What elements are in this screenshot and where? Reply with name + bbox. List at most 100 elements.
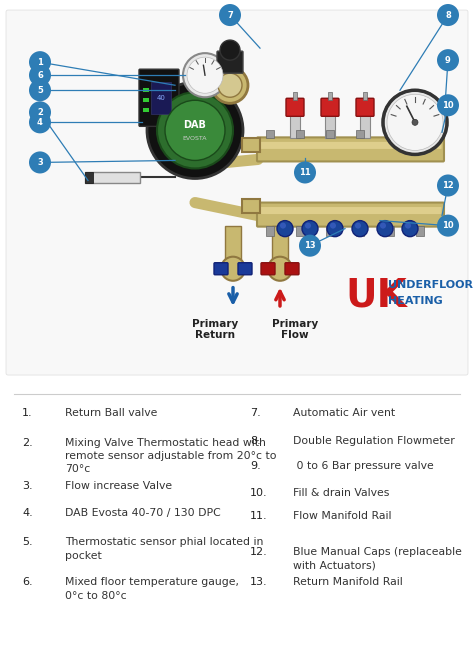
Text: Mixed floor temperature gauge,
0°c to 80°c: Mixed floor temperature gauge, 0°c to 80… bbox=[65, 577, 239, 600]
Text: 12: 12 bbox=[442, 181, 454, 190]
Circle shape bbox=[29, 65, 51, 86]
Circle shape bbox=[183, 53, 227, 97]
Text: 3: 3 bbox=[37, 158, 43, 167]
FancyBboxPatch shape bbox=[257, 138, 444, 162]
Circle shape bbox=[221, 257, 245, 281]
FancyBboxPatch shape bbox=[356, 98, 374, 116]
Circle shape bbox=[187, 57, 223, 93]
Text: 2.: 2. bbox=[22, 438, 33, 448]
Circle shape bbox=[412, 119, 418, 125]
Circle shape bbox=[29, 51, 51, 73]
Text: 11.: 11. bbox=[250, 511, 268, 521]
FancyBboxPatch shape bbox=[217, 51, 243, 73]
Text: HEATING: HEATING bbox=[388, 296, 443, 306]
Bar bbox=[326, 225, 334, 235]
Circle shape bbox=[29, 111, 51, 134]
Text: Return Manifold Rail: Return Manifold Rail bbox=[293, 577, 403, 587]
Text: 12.: 12. bbox=[250, 547, 268, 557]
Text: 11: 11 bbox=[299, 168, 311, 177]
Text: 10: 10 bbox=[442, 101, 454, 110]
Text: Primary
Return: Primary Return bbox=[192, 319, 238, 340]
Text: 10: 10 bbox=[442, 221, 454, 230]
Text: 9.: 9. bbox=[250, 461, 261, 471]
Text: 3.: 3. bbox=[22, 481, 33, 491]
Text: Mixing Valve Thermostatic head with
remote sensor adjustable from 20°c to
70°c: Mixing Valve Thermostatic head with remo… bbox=[65, 438, 276, 474]
Circle shape bbox=[220, 40, 240, 60]
Bar bbox=[296, 225, 304, 235]
Bar bbox=[386, 130, 394, 138]
Text: Thermostatic sensor phial located in
pocket: Thermostatic sensor phial located in poc… bbox=[65, 537, 264, 561]
FancyBboxPatch shape bbox=[259, 142, 441, 149]
Circle shape bbox=[437, 94, 459, 116]
Text: Primary
Flow: Primary Flow bbox=[272, 319, 318, 340]
Text: Flow Manifold Rail: Flow Manifold Rail bbox=[293, 511, 392, 521]
Bar bbox=[296, 130, 304, 138]
Circle shape bbox=[29, 79, 51, 101]
Text: UNDERFLOOR: UNDERFLOOR bbox=[388, 280, 473, 290]
Text: 1: 1 bbox=[37, 58, 43, 66]
Circle shape bbox=[437, 174, 459, 197]
Circle shape bbox=[305, 223, 311, 229]
Bar bbox=[290, 110, 300, 138]
Text: Return Ball valve: Return Ball valve bbox=[65, 408, 157, 418]
Text: 8: 8 bbox=[445, 11, 451, 19]
Bar bbox=[266, 130, 274, 138]
Bar bbox=[151, 82, 171, 114]
FancyBboxPatch shape bbox=[6, 10, 468, 375]
Circle shape bbox=[157, 92, 233, 168]
Text: 13.: 13. bbox=[250, 577, 268, 587]
Bar bbox=[356, 225, 364, 235]
Circle shape bbox=[280, 223, 286, 229]
FancyBboxPatch shape bbox=[261, 263, 275, 275]
Bar bbox=[85, 172, 140, 182]
Bar bbox=[143, 88, 149, 92]
Text: 6: 6 bbox=[37, 70, 43, 80]
Text: 4: 4 bbox=[37, 118, 43, 127]
Bar bbox=[266, 225, 274, 235]
FancyBboxPatch shape bbox=[214, 263, 228, 275]
Text: Flow increase Valve: Flow increase Valve bbox=[65, 481, 172, 491]
FancyBboxPatch shape bbox=[321, 98, 339, 116]
Text: 5.: 5. bbox=[22, 537, 33, 547]
Text: 6.: 6. bbox=[22, 577, 33, 587]
Bar bbox=[242, 138, 260, 152]
Text: 5: 5 bbox=[37, 86, 43, 94]
Text: Blue Manual Caps (replaceable
with Actuators): Blue Manual Caps (replaceable with Actua… bbox=[293, 547, 462, 571]
Circle shape bbox=[330, 223, 336, 229]
Circle shape bbox=[268, 257, 292, 281]
Bar bbox=[416, 130, 424, 138]
Circle shape bbox=[377, 221, 393, 237]
Text: 40: 40 bbox=[156, 95, 165, 101]
Bar bbox=[293, 92, 297, 100]
Text: EVOSTA: EVOSTA bbox=[183, 136, 207, 141]
Circle shape bbox=[437, 215, 459, 237]
Text: Automatic Air vent: Automatic Air vent bbox=[293, 408, 395, 418]
Circle shape bbox=[29, 152, 51, 174]
FancyBboxPatch shape bbox=[257, 203, 444, 227]
Bar bbox=[356, 130, 364, 138]
Text: 4.: 4. bbox=[22, 507, 33, 517]
Circle shape bbox=[355, 223, 361, 229]
Circle shape bbox=[212, 67, 248, 103]
Text: 9: 9 bbox=[445, 56, 451, 65]
Bar bbox=[416, 225, 424, 235]
Text: Double Regulation Flowmeter: Double Regulation Flowmeter bbox=[293, 436, 455, 446]
Circle shape bbox=[302, 221, 318, 237]
Text: 2: 2 bbox=[37, 108, 43, 117]
Circle shape bbox=[437, 49, 459, 71]
FancyBboxPatch shape bbox=[139, 69, 179, 126]
Bar bbox=[360, 110, 370, 138]
Text: 8.: 8. bbox=[250, 436, 261, 446]
Text: 0 to 6 Bar pressure valve: 0 to 6 Bar pressure valve bbox=[293, 461, 434, 471]
Bar bbox=[85, 172, 93, 182]
Circle shape bbox=[402, 221, 418, 237]
FancyBboxPatch shape bbox=[238, 263, 252, 275]
Circle shape bbox=[277, 221, 293, 237]
Circle shape bbox=[147, 82, 243, 178]
Text: DAB Evosta 40-70 / 130 DPC: DAB Evosta 40-70 / 130 DPC bbox=[65, 507, 221, 517]
Bar bbox=[328, 92, 332, 100]
Text: 1.: 1. bbox=[22, 408, 33, 418]
Circle shape bbox=[383, 90, 447, 154]
Text: DAB: DAB bbox=[183, 120, 207, 130]
Bar bbox=[143, 98, 149, 102]
